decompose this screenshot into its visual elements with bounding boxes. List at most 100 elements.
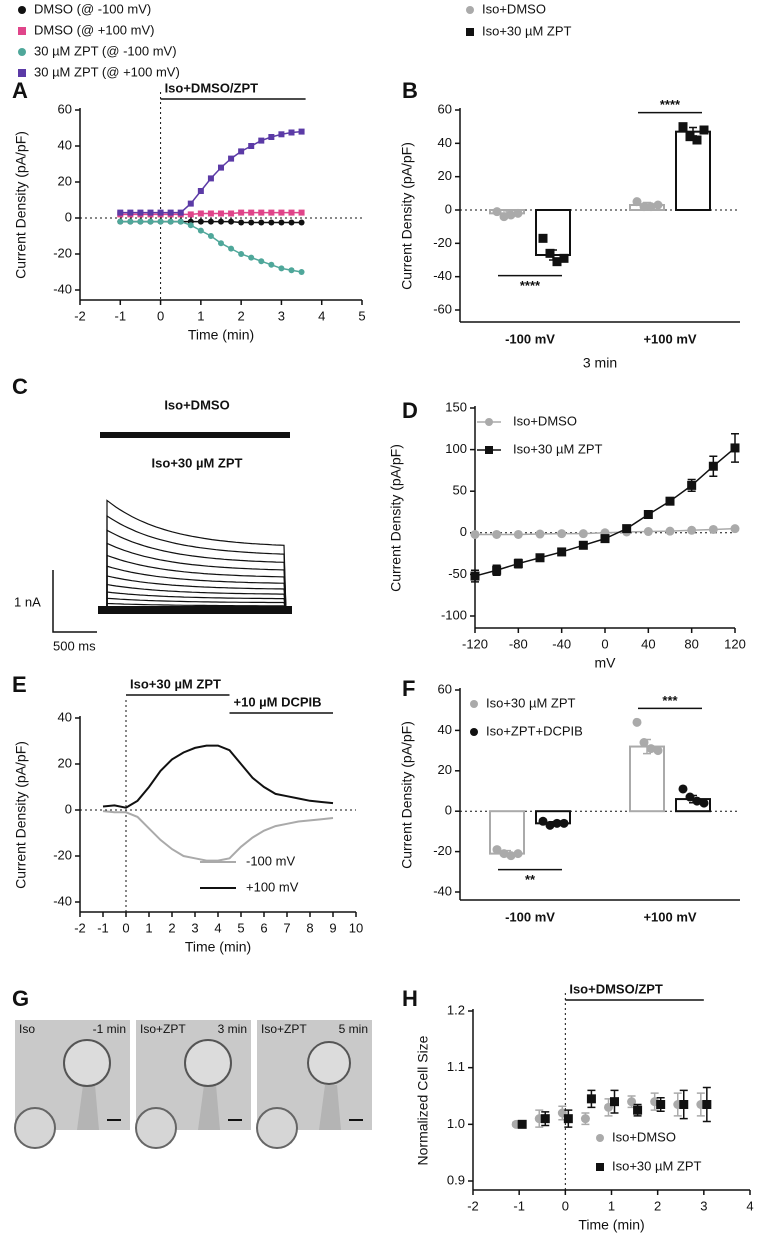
panel-label: C <box>12 374 28 399</box>
x-tick-label: 0 <box>122 920 129 935</box>
legend-marker <box>596 1134 604 1142</box>
x-tick-label: 0 <box>601 636 608 651</box>
x-tick-label: -1 <box>513 1198 525 1213</box>
legend-marker <box>18 69 26 77</box>
point <box>238 251 245 257</box>
point <box>157 209 164 216</box>
y-tick-label: 0 <box>445 201 452 216</box>
y-tick-label: 0 <box>445 803 452 818</box>
significance-label: ** <box>525 872 536 887</box>
span-label: Iso+30 µM ZPT <box>130 676 221 691</box>
point <box>218 210 224 217</box>
point <box>687 525 697 535</box>
point <box>248 209 255 216</box>
panel-label: F <box>402 676 415 701</box>
x-tick-label: 9 <box>329 920 336 935</box>
point <box>506 210 516 220</box>
point <box>147 209 154 216</box>
y-tick-label: -50 <box>448 566 467 581</box>
point <box>197 188 204 194</box>
point <box>513 208 523 218</box>
cell <box>135 1107 177 1149</box>
point <box>228 155 235 162</box>
legend-label: -100 mV <box>246 853 295 868</box>
cell <box>63 1039 111 1087</box>
point <box>298 128 305 135</box>
y-tick-label: 0 <box>460 524 467 539</box>
bar <box>629 745 665 813</box>
point <box>218 218 224 225</box>
point <box>127 218 134 225</box>
x-tick-label: 3 <box>278 308 285 323</box>
series-line <box>102 744 334 809</box>
y-axis-label: Normalized Cell Size <box>415 1035 431 1165</box>
legend-marker <box>470 728 478 736</box>
point <box>646 744 656 754</box>
point <box>685 792 695 802</box>
bar <box>489 810 525 855</box>
span-label: +10 µM DCPIB <box>234 694 322 709</box>
point <box>692 796 702 806</box>
point <box>238 148 245 155</box>
legend-marker <box>466 6 474 14</box>
x-tick-label: 3 <box>191 920 198 935</box>
point <box>470 571 480 581</box>
point <box>228 245 235 252</box>
y-tick-label: 60 <box>438 681 452 696</box>
point <box>187 200 194 207</box>
point <box>665 526 675 536</box>
point <box>187 211 194 218</box>
point <box>177 209 184 216</box>
y-tick-label: 100 <box>445 441 467 456</box>
point <box>207 175 214 182</box>
trace <box>100 432 290 438</box>
point <box>632 197 642 207</box>
y-tick-label: 150 <box>445 399 467 414</box>
point <box>730 524 740 534</box>
legend-label: DMSO (@ +100 mV) <box>34 22 154 37</box>
point <box>492 207 502 217</box>
category-label: +100 mV <box>643 331 696 346</box>
legend-label: Iso+30 µM ZPT <box>612 1158 702 1173</box>
point <box>552 257 562 267</box>
point <box>147 218 154 225</box>
point <box>699 798 709 808</box>
point <box>557 529 567 539</box>
point <box>656 1100 666 1109</box>
y-tick-label: 1.0 <box>447 1116 465 1131</box>
trace <box>98 606 292 614</box>
y-tick-label: 0.9 <box>447 1172 465 1187</box>
y-tick-label: -20 <box>433 235 452 250</box>
point <box>288 209 295 216</box>
y-tick-label: -20 <box>433 843 452 858</box>
point <box>552 818 562 828</box>
y-tick-label: 40 <box>58 709 72 724</box>
trace <box>106 597 287 613</box>
point <box>288 129 295 136</box>
point <box>197 218 204 225</box>
trace-title: Iso+30 µM ZPT <box>152 455 243 470</box>
point <box>699 125 709 135</box>
y-tick-label: 1.2 <box>447 1002 465 1017</box>
point <box>499 849 509 859</box>
y-tick-label: 20 <box>58 173 72 188</box>
trace <box>106 529 287 613</box>
point <box>679 1100 689 1109</box>
x-tick-label: 6 <box>260 920 267 935</box>
panel-label: A <box>12 78 28 103</box>
point <box>692 135 702 145</box>
y-tick-label: -100 <box>441 607 467 622</box>
point <box>248 254 255 261</box>
category-label: +100 mV <box>643 909 696 924</box>
point <box>580 1114 590 1124</box>
point <box>545 820 555 830</box>
legend-label: Iso+ZPT+DCPIB <box>486 723 583 738</box>
legend-marker <box>18 48 26 56</box>
point <box>470 529 480 539</box>
significance-label: **** <box>520 278 541 293</box>
point <box>492 845 502 855</box>
x-tick-label: 3 <box>700 1198 707 1213</box>
series-line <box>120 130 302 214</box>
y-axis-label: Current Density (pA/pF) <box>13 131 29 279</box>
point <box>228 210 235 217</box>
